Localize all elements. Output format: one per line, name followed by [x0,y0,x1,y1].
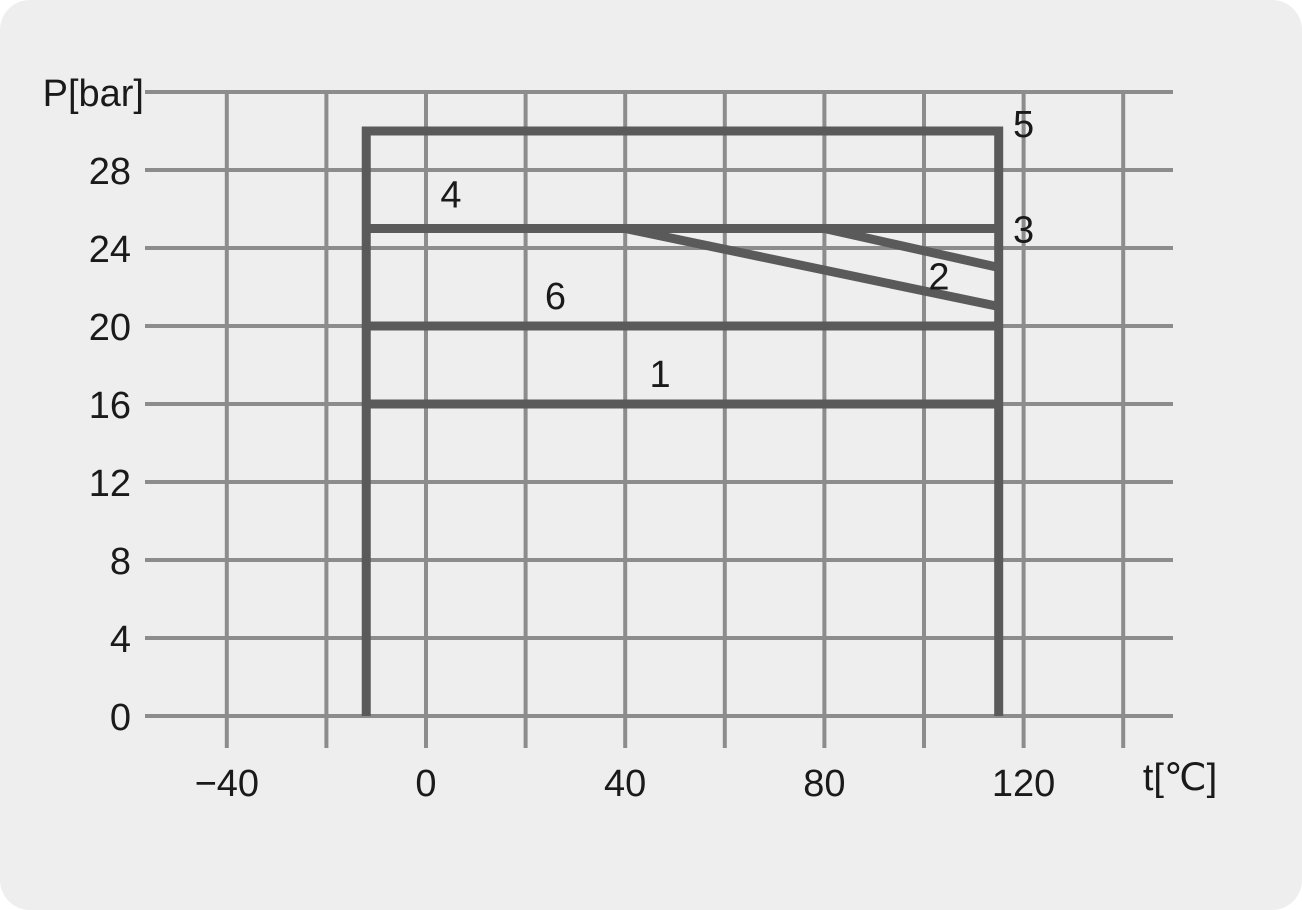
y-axis-tick-label: 28 [89,151,131,193]
y-axis-tick-label: 0 [110,697,131,739]
x-axis-tick-label: −40 [195,763,259,805]
region-label-4: 4 [440,174,461,216]
curve-5 [361,126,1004,716]
region-label-6: 6 [545,276,566,318]
data-curves [361,126,1004,716]
x-axis-title: t[℃] [1143,757,1217,799]
x-axis-tick-label: 80 [803,763,845,805]
y-axis-tick-labels: 0 4 8 12 16 20 24 28 [89,151,131,739]
y-axis-tick-label: 24 [89,229,131,271]
grid-lines [177,90,1173,718]
y-axis-tick-label: 8 [110,541,131,583]
y-axis-tick-label: 12 [89,463,131,505]
curve-2 [624,224,1000,311]
y-axis-title: P[bar] [43,73,144,115]
x-axis-tick-labels: −40 0 40 80 120 [195,763,1056,805]
region-label-3: 3 [1013,210,1034,252]
curve-2b [823,224,1000,272]
axis-ticks [145,90,1126,748]
region-label-2: 2 [928,256,949,298]
region-label-1: 1 [649,354,670,396]
x-axis-tick-label: 120 [992,763,1055,805]
region-label-5: 5 [1013,104,1034,146]
y-axis-tick-label: 20 [89,307,131,349]
y-axis-tick-label: 4 [110,619,131,661]
x-axis-tick-label: 0 [415,763,436,805]
region-labels: 5 3 2 6 1 4 [440,104,1034,396]
y-axis-tick-label: 16 [89,385,131,427]
x-axis-tick-label: 40 [604,763,646,805]
